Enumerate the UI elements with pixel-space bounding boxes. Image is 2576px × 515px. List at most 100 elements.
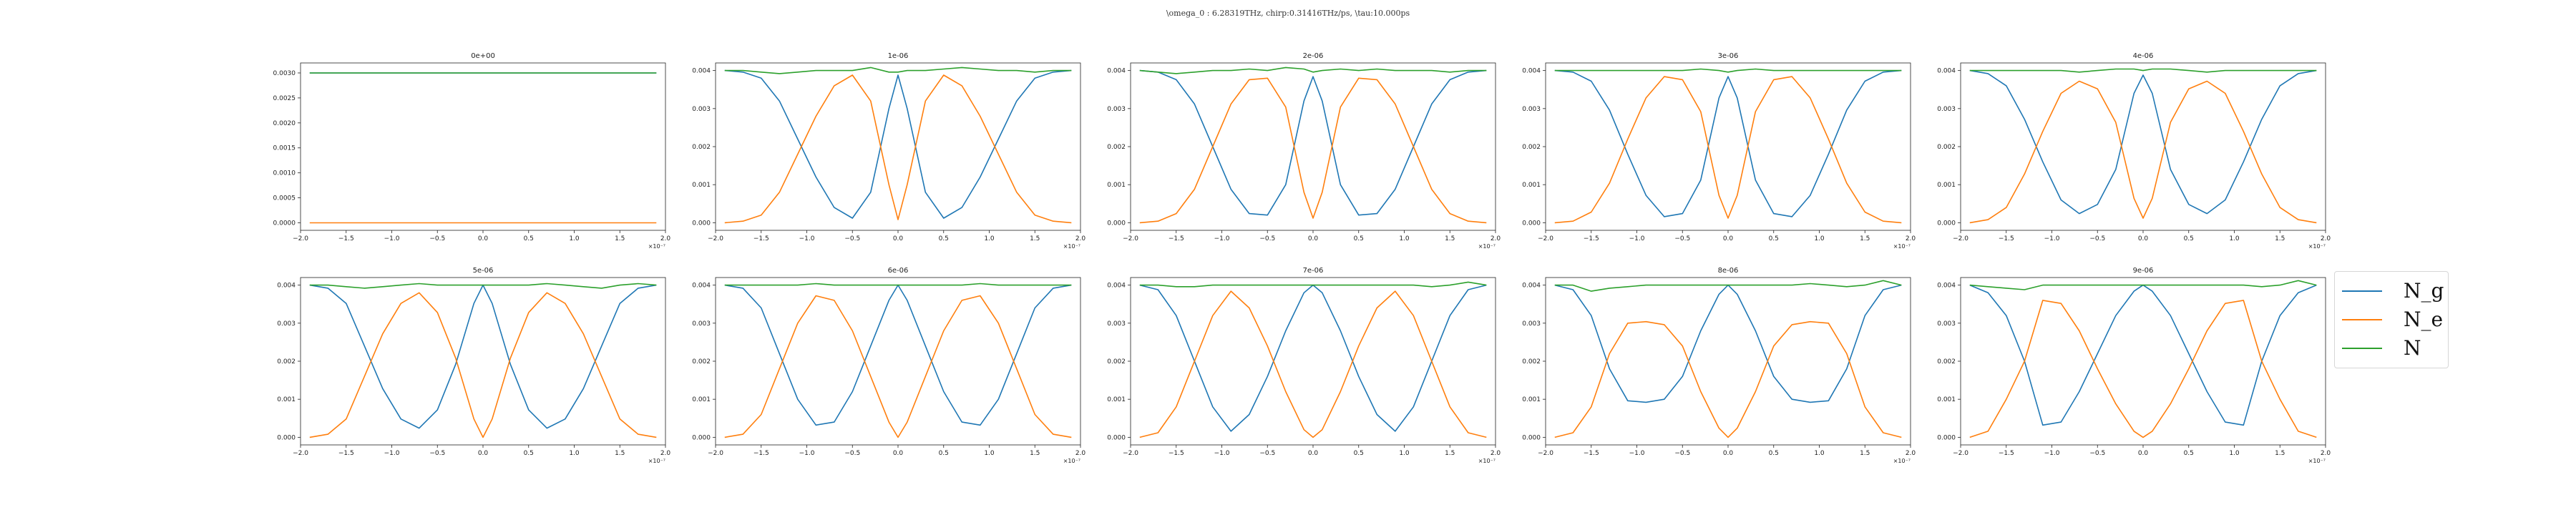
x-tick-label: 2.0	[2321, 450, 2331, 457]
x-tick-label: 1.0	[1399, 235, 1410, 242]
y-tick-label: 0.002	[1522, 358, 1541, 366]
subplot-7: 7e-06 −2.0 −1.5 −1.0 −0.5 0.0 0.5 1.0 1.5 2.0×10⁻…	[1107, 267, 1501, 464]
x-tick-label: 2.0	[1491, 450, 1501, 457]
legend-item-n: N	[2335, 336, 2448, 360]
x-tick-label: 0.5	[939, 235, 949, 242]
y-tick-label: 0.000	[1522, 220, 1541, 227]
y-tick-label: 0.0025	[273, 95, 296, 102]
x-tick-label: 0.0	[1723, 235, 1734, 242]
x-tick-label: −0.5	[1259, 235, 1275, 242]
y-tick-label: 0.0005	[273, 195, 296, 202]
x-tick-label: −2.0	[708, 235, 723, 242]
subplot-title: 9e-06	[2133, 267, 2154, 275]
x-tick-label: −2.0	[293, 450, 308, 457]
x-tick-label: −0.5	[1259, 450, 1275, 457]
axes-frame	[715, 277, 1081, 446]
series-line-n	[724, 283, 1072, 286]
x-tick-label: 1.0	[1814, 450, 1825, 457]
subplot-title: 3e-06	[1718, 52, 1739, 60]
y-tick-label: 0.001	[1937, 182, 1956, 189]
axes-frame	[1545, 62, 1911, 231]
y-tick-label: 0.004	[1937, 68, 1956, 75]
x-tick-label: 0.5	[1354, 235, 1364, 242]
subplot-0: 0e+00 −2.0 −1.5 −1.0 −0.5 0.0 0.5 1.0 1.5 2.0×10⁻…	[273, 52, 671, 250]
y-tick-label: 0.000	[692, 220, 711, 227]
series-line-n-e	[309, 292, 657, 438]
figure-suptitle: \omega_0 : 6.28319THz, chirp:0.31416THz/…	[1166, 9, 1410, 18]
x-tick-label: 0.5	[2184, 450, 2194, 457]
y-tick-label: 0.001	[692, 182, 711, 189]
axes-frame	[715, 62, 1081, 231]
x-tick-label: −0.5	[429, 450, 445, 457]
x-tick-label: −1.0	[384, 450, 400, 457]
axes-frame	[1130, 277, 1496, 446]
subplot-6: 6e-06 −2.0 −1.5 −1.0 −0.5 0.0 0.5 1.0 1.5 2.0×10⁻…	[692, 267, 1085, 464]
axes-frame	[1130, 62, 1496, 231]
x-tick-label: 0.0	[2138, 235, 2149, 242]
x-offset-label: ×10⁻⁷	[1063, 458, 1080, 464]
x-tick-label: 0.5	[524, 235, 534, 242]
x-tick-label: −2.0	[1123, 235, 1138, 242]
x-tick-label: 0.0	[1308, 235, 1319, 242]
x-tick-label: −1.5	[1999, 235, 2014, 242]
y-tick-label: 0.000	[1107, 434, 1126, 441]
y-tick-label: 0.003	[1522, 106, 1541, 113]
series-line-n	[1139, 281, 1487, 288]
x-offset-label: ×10⁻⁷	[2308, 458, 2326, 464]
series-line-n	[724, 67, 1072, 74]
x-offset-label: ×10⁻⁷	[1478, 458, 1496, 464]
x-tick-label: −0.5	[2089, 235, 2105, 242]
y-tick-label: 0.001	[1522, 396, 1541, 403]
y-tick-label: 0.003	[1937, 320, 1956, 328]
y-tick-label: 0.000	[1522, 434, 1541, 441]
x-tick-label: 1.5	[1860, 235, 1870, 242]
y-tick-label: 0.001	[1107, 182, 1126, 189]
x-tick-label: 1.0	[984, 450, 995, 457]
x-offset-label: ×10⁻⁷	[648, 458, 665, 464]
x-offset-label: ×10⁻⁷	[648, 243, 665, 250]
x-tick-label: −1.5	[1999, 450, 2014, 457]
x-tick-label: 1.5	[1860, 450, 1870, 457]
series-line-n-e	[1554, 76, 1902, 224]
subplot-9: 9e-06 −2.0 −1.5 −1.0 −0.5 0.0 0.5 1.0 1.5 2.0×10⁻…	[1937, 267, 2331, 464]
subplot-title: 1e-06	[888, 52, 909, 60]
x-tick-label: 1.0	[569, 450, 580, 457]
x-tick-label: −0.5	[1674, 450, 1690, 457]
x-tick-label: 1.5	[1030, 450, 1040, 457]
y-tick-label: 0.004	[1107, 68, 1126, 75]
x-tick-label: −1.5	[753, 235, 769, 242]
x-tick-label: −1.0	[1214, 450, 1230, 457]
subplot-title: 4e-06	[2133, 52, 2154, 60]
series-line-n	[1969, 68, 2317, 73]
y-tick-label: 0.003	[1107, 106, 1126, 113]
y-tick-label: 0.001	[692, 396, 711, 403]
legend-swatch-n-g	[2342, 290, 2382, 292]
subplot-4: 4e-06 −2.0 −1.5 −1.0 −0.5 0.0 0.5 1.0 1.5 2.0×10⁻…	[1937, 52, 2331, 250]
subplot-5: 5e-06 −2.0 −1.5 −1.0 −0.5 0.0 0.5 1.0 1.5 2.0×10⁻…	[277, 267, 670, 464]
y-tick-label: 0.004	[692, 283, 711, 290]
x-tick-label: −2.0	[1538, 450, 1553, 457]
legend-label-n-e: N_e	[2404, 308, 2444, 331]
x-tick-label: 1.0	[2229, 235, 2240, 242]
x-tick-label: 0.0	[2138, 450, 2149, 457]
y-tick-label: 0.001	[1107, 396, 1126, 403]
y-tick-label: 0.002	[1107, 144, 1126, 151]
series-line-n	[309, 283, 657, 289]
subplot-title: 0e+00	[471, 52, 495, 60]
series-line-n-g	[1139, 284, 1487, 432]
subplot-title: 6e-06	[888, 267, 909, 275]
y-tick-label: 0.0030	[273, 70, 296, 77]
y-tick-label: 0.004	[1107, 283, 1126, 290]
series-line-n-e	[1969, 80, 2317, 224]
y-tick-label: 0.002	[692, 358, 711, 366]
x-tick-label: −2.0	[293, 235, 308, 242]
axes-frame	[300, 62, 666, 231]
x-tick-label: 1.0	[1399, 450, 1410, 457]
y-tick-label: 0.000	[1107, 220, 1126, 227]
legend-label-n: N	[2404, 336, 2421, 360]
y-tick-label: 0.001	[277, 396, 296, 403]
x-tick-label: 0.0	[478, 235, 489, 242]
y-tick-label: 0.004	[277, 283, 296, 290]
series-line-n-g	[724, 284, 1072, 426]
x-tick-label: −1.5	[1169, 235, 1184, 242]
